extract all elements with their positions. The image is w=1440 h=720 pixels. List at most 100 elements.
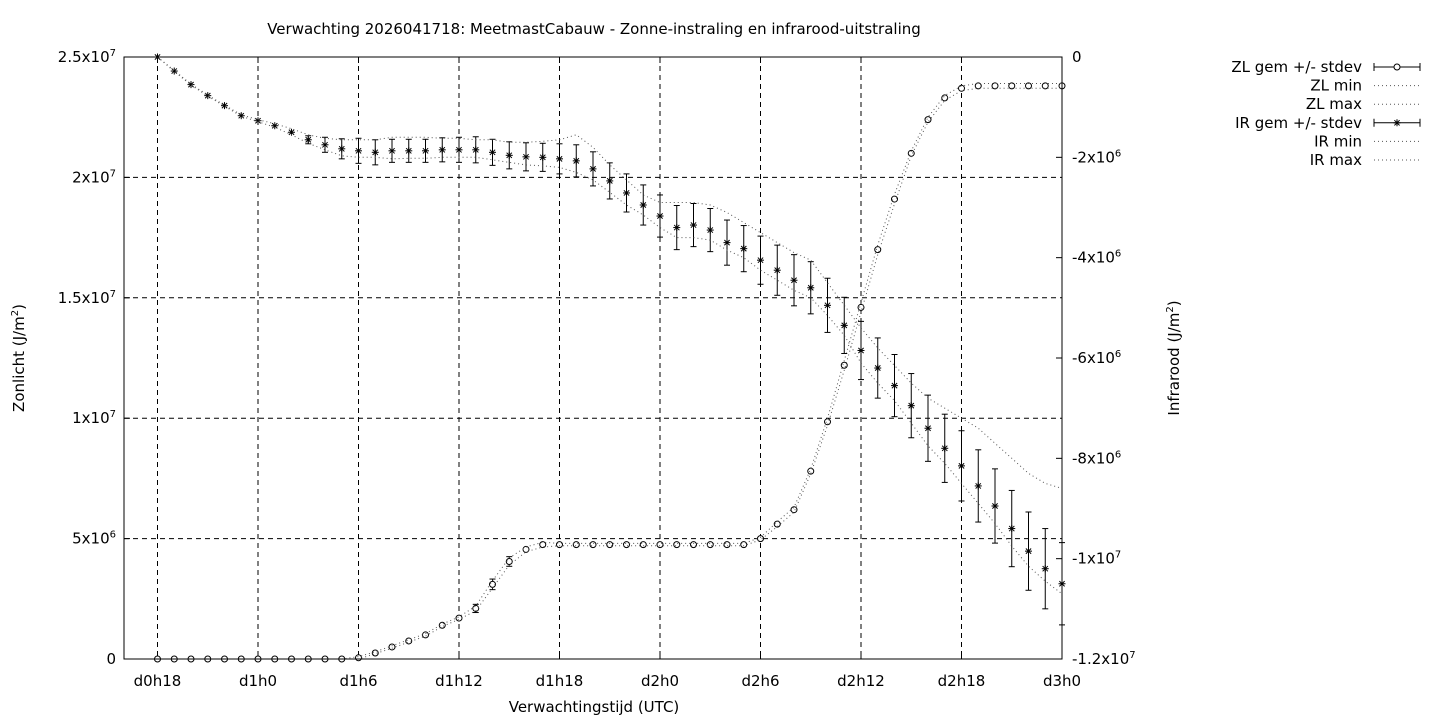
data-point xyxy=(639,541,647,549)
data-point xyxy=(371,148,379,156)
marker-stroke xyxy=(757,257,764,264)
data-point xyxy=(740,245,748,253)
grid-lines xyxy=(124,57,1063,659)
data-point xyxy=(706,226,714,234)
data-point xyxy=(539,541,547,549)
data-point xyxy=(556,541,563,549)
marker-stroke xyxy=(992,503,998,509)
series-zl-max xyxy=(157,83,1062,660)
data-point xyxy=(1008,525,1016,533)
data-point xyxy=(690,541,697,549)
y-tick-label: 2x107 xyxy=(72,168,116,186)
marker-stroke xyxy=(690,222,697,229)
marker-stroke xyxy=(958,462,965,469)
marker-stroke xyxy=(1042,565,1049,572)
series-ir-gem-stdev xyxy=(154,53,1066,626)
marker-stroke xyxy=(573,157,580,164)
data-point xyxy=(472,146,480,154)
data-point xyxy=(790,506,798,514)
marker-stroke xyxy=(422,147,429,154)
marker-stroke xyxy=(389,147,395,154)
data-point xyxy=(455,146,463,154)
legend-marker xyxy=(1393,119,1401,127)
marker-stroke xyxy=(221,102,228,109)
marker-stroke xyxy=(439,146,446,153)
legend-label: ZL gem +/- stdev xyxy=(1231,58,1362,76)
y2-axis-label: Infrarood (J/m2) xyxy=(1165,300,1183,415)
data-point xyxy=(355,147,362,155)
data-point xyxy=(438,146,446,154)
y2-tick-label: -4x106 xyxy=(1072,249,1121,267)
series-line xyxy=(157,56,1063,595)
y2-tick-label: -2x106 xyxy=(1072,148,1121,166)
x-tick-label: d3h0 xyxy=(1043,672,1081,690)
data-point xyxy=(254,117,262,125)
marker-stroke xyxy=(590,165,596,172)
marker-stroke xyxy=(824,302,831,309)
x-tick-label: d2h0 xyxy=(641,672,679,690)
data-point xyxy=(455,614,463,622)
data-point xyxy=(773,520,781,528)
legend-label: IR max xyxy=(1310,151,1362,169)
x-tick-label: d2h18 xyxy=(938,672,986,690)
axis-ticks: d0h18 d1h0 d1h6 d1h12 d1h18 d2h0 d2h6 d2h12 d2h1… xyxy=(58,48,1136,690)
data-point xyxy=(690,221,697,229)
y-axis-label: Zonlicht (J/m2) xyxy=(10,304,28,412)
y-tick-label: 2.5x107 xyxy=(58,48,116,66)
marker-stroke xyxy=(740,245,747,252)
data-point xyxy=(673,224,681,232)
data-point xyxy=(505,151,513,159)
data-point xyxy=(706,541,714,549)
y2-tick-label: -8x106 xyxy=(1072,449,1121,467)
marker-stroke xyxy=(673,224,680,231)
data-point xyxy=(790,276,798,284)
x-tick-label: d2h12 xyxy=(837,672,885,690)
marker-stroke xyxy=(774,267,781,274)
marker-stroke xyxy=(556,155,563,162)
data-point xyxy=(388,643,396,651)
data-point xyxy=(773,266,781,274)
data-point xyxy=(757,256,764,264)
data-point xyxy=(422,631,429,639)
x-tick-label: d1h12 xyxy=(435,672,483,690)
y2-tick-label: -1.2x107 xyxy=(1072,650,1136,668)
marker-stroke xyxy=(908,402,915,409)
y2-tick-label: 0 xyxy=(1072,48,1082,66)
data-point xyxy=(606,541,614,549)
marker-stroke xyxy=(657,213,663,220)
legend-label: ZL max xyxy=(1306,95,1362,113)
data-point xyxy=(891,382,898,390)
marker-stroke xyxy=(925,425,931,432)
marker-stroke xyxy=(1394,119,1400,126)
data-point xyxy=(304,136,312,144)
legend-label: ZL min xyxy=(1310,77,1362,95)
chart-title: Verwachting 2026041718: MeetmastCabauw -… xyxy=(267,20,921,38)
x-tick-label: d1h0 xyxy=(239,672,277,690)
marker-stroke xyxy=(204,92,211,99)
data-point xyxy=(321,141,329,149)
data-point xyxy=(187,81,195,89)
data-point xyxy=(991,82,999,90)
y-tick-label: 1x107 xyxy=(72,409,116,427)
data-point xyxy=(974,482,982,490)
marker-stroke xyxy=(472,146,479,153)
y2-tick-label: -6x106 xyxy=(1072,349,1121,367)
marker-stroke xyxy=(1008,525,1015,532)
legend-marker xyxy=(1393,63,1401,71)
data-point xyxy=(1025,547,1032,555)
y2-tick-label: -1x107 xyxy=(1072,550,1121,568)
legend-label: IR min xyxy=(1314,132,1362,150)
marker-stroke xyxy=(791,277,797,284)
marker-stroke xyxy=(941,445,948,452)
data-point xyxy=(405,147,413,155)
data-point xyxy=(974,82,982,90)
data-point xyxy=(656,212,664,220)
data-point xyxy=(623,189,630,197)
data-point xyxy=(824,301,831,309)
data-point xyxy=(472,604,480,612)
data-point xyxy=(924,424,932,432)
data-point xyxy=(857,346,865,354)
marker-stroke xyxy=(724,239,730,246)
y-tick-label: 1.5x107 xyxy=(58,289,116,307)
legend-label: IR gem +/- stdev xyxy=(1235,114,1362,132)
